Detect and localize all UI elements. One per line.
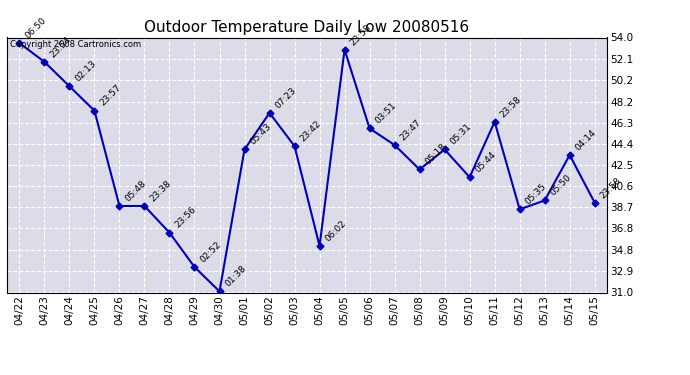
Text: 06:02: 06:02	[324, 219, 348, 243]
Text: 05:35: 05:35	[524, 182, 549, 207]
Text: 23:47: 23:47	[399, 118, 423, 142]
Text: 05:31: 05:31	[448, 122, 473, 147]
Text: 05:48: 05:48	[124, 178, 148, 203]
Text: 05:44: 05:44	[474, 150, 498, 174]
Text: Copyright 2008 Cartronics.com: Copyright 2008 Cartronics.com	[10, 40, 141, 49]
Text: 02:13: 02:13	[74, 59, 98, 84]
Text: 02:52: 02:52	[199, 240, 223, 264]
Text: 23:58: 23:58	[599, 176, 624, 200]
Text: 05:18: 05:18	[424, 142, 448, 166]
Text: 04:14: 04:14	[574, 128, 598, 152]
Text: 05:43: 05:43	[248, 122, 273, 147]
Text: 23:58: 23:58	[348, 22, 373, 47]
Text: 03:51: 03:51	[374, 101, 398, 126]
Text: 23:54: 23:54	[48, 34, 73, 59]
Text: 23:38: 23:38	[148, 178, 173, 203]
Text: 05:50: 05:50	[549, 173, 573, 198]
Text: 01:38: 01:38	[224, 264, 248, 289]
Text: 06:50: 06:50	[23, 16, 48, 40]
Text: 23:56: 23:56	[174, 205, 198, 230]
Text: 23:58: 23:58	[499, 94, 524, 119]
Text: 23:57: 23:57	[99, 83, 124, 108]
Text: 23:42: 23:42	[299, 119, 323, 143]
Title: Outdoor Temperature Daily Low 20080516: Outdoor Temperature Daily Low 20080516	[144, 20, 470, 35]
Text: 07:23: 07:23	[274, 86, 298, 110]
